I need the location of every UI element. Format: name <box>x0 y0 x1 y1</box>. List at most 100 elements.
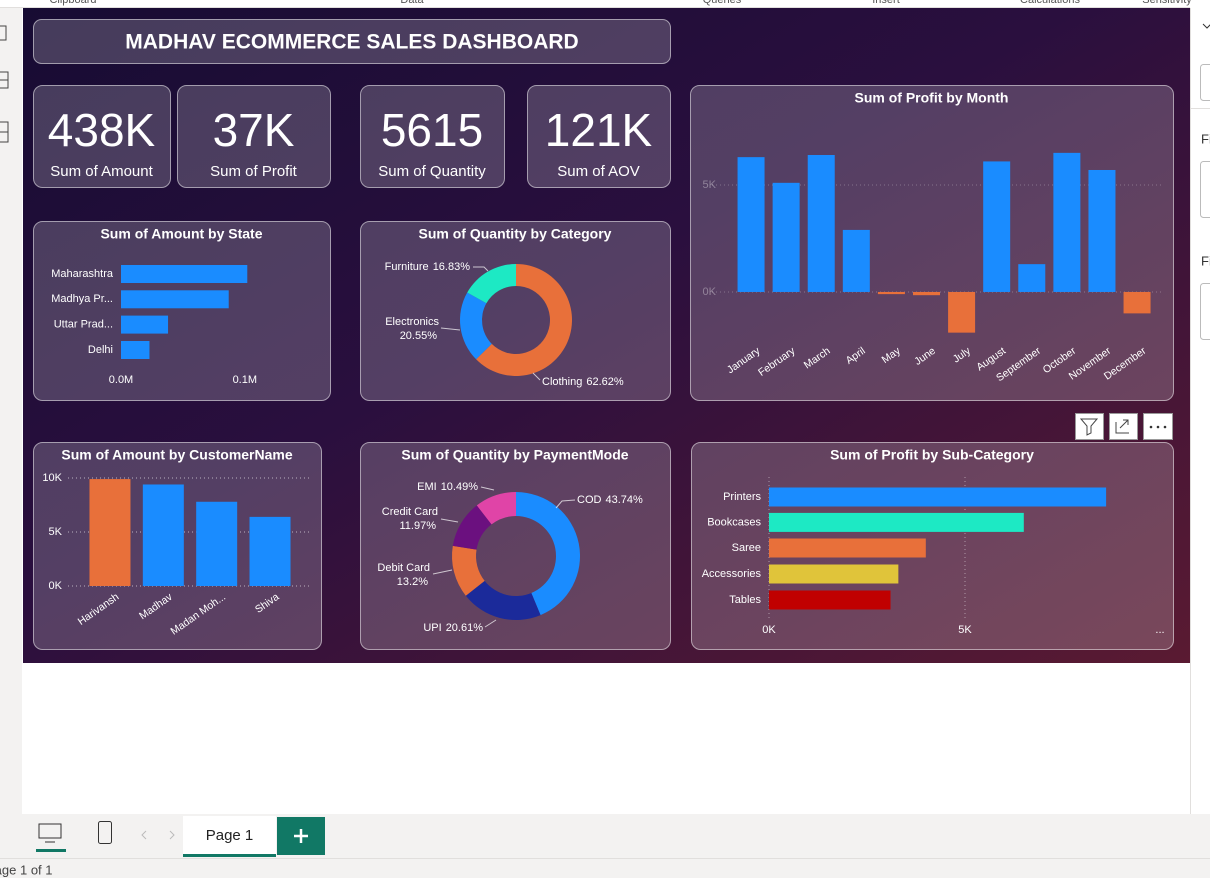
bar <box>121 315 169 334</box>
dashboard-title: MADHAV ECOMMERCE SALES DASHBOARD <box>125 31 578 54</box>
pane-label: Fi <box>1201 131 1210 146</box>
page-tab[interactable] <box>183 816 276 857</box>
slice-label-group: Furniture 16.83% <box>385 261 471 273</box>
slice-value-label: 43.74% <box>605 494 643 506</box>
kpi-label: Sum of Profit <box>210 163 298 180</box>
slice-label: Furniture <box>385 261 429 273</box>
visual-header <box>1075 413 1173 440</box>
pane-well[interactable] <box>1200 161 1210 218</box>
kpi-card <box>177 85 331 188</box>
bar <box>877 291 905 295</box>
chart-title: Sum of Quantity by PaymentMode <box>401 447 628 463</box>
more-dot <box>1149 425 1153 429</box>
kpi-label: Sum of Quantity <box>378 163 486 180</box>
slice-label: Debit Card <box>377 562 430 574</box>
x-tick-label: 0.0M <box>109 374 133 386</box>
mobile-view-icon[interactable] <box>98 821 112 844</box>
slice-value-label: 10.49% <box>441 481 479 493</box>
slice-label: Electronics <box>385 316 439 328</box>
bar <box>769 564 899 584</box>
bar <box>142 484 184 586</box>
rail-icons <box>0 25 9 143</box>
bar <box>249 516 291 586</box>
more-dot <box>1163 425 1167 429</box>
bar <box>913 291 941 296</box>
y-tick-label: Printers <box>723 491 761 503</box>
more-dot <box>1156 425 1160 429</box>
leader-line <box>473 266 489 272</box>
status-bar <box>0 858 1210 878</box>
bar <box>769 590 891 610</box>
y-tick-label: Saree <box>732 542 761 554</box>
bar <box>769 512 1024 532</box>
desktop-view-icon[interactable] <box>38 823 62 839</box>
x-tick-label: 0K <box>762 624 776 636</box>
ribbon-group-label: Queries <box>703 0 742 6</box>
kpi-value: 438K <box>48 104 156 156</box>
leader-line <box>432 569 453 575</box>
y-tick-label: 5K <box>49 526 63 538</box>
ribbon-group-label: Clipboard <box>49 0 96 6</box>
bar <box>772 182 800 292</box>
y-tick-label: Delhi <box>88 344 113 356</box>
next-page[interactable] <box>169 830 175 840</box>
kpi-card <box>527 85 671 188</box>
leader-line <box>555 499 576 509</box>
chart-title: Sum of Profit by Sub-Category <box>830 447 1034 463</box>
slice-label: UPI <box>423 622 441 634</box>
slice-label: Credit Card <box>382 506 438 518</box>
chart-title: Sum of Amount by State <box>100 226 262 242</box>
bar <box>196 501 238 586</box>
y-tick-label: Maharashtra <box>51 268 114 280</box>
kpi-value: 37K <box>213 104 295 156</box>
donut-slice <box>467 264 516 304</box>
bar <box>89 479 131 586</box>
bar <box>1018 264 1046 292</box>
pane-well[interactable] <box>1200 283 1210 340</box>
pane-label: Fi <box>1201 253 1210 268</box>
slice-label-group: UPI 20.61% <box>423 622 483 634</box>
focus-icon <box>1115 419 1129 434</box>
slice-label-group: COD 43.74% <box>577 494 643 506</box>
bar <box>983 161 1011 292</box>
donut-slice <box>516 492 581 616</box>
y-tick-label: Accessories <box>702 568 762 580</box>
y-tick-label: 0K <box>49 580 63 592</box>
donut-slice <box>476 264 572 376</box>
overflow-indicator: ... <box>1155 624 1164 636</box>
chart-panel <box>360 442 671 650</box>
bar <box>1053 152 1081 292</box>
page-tab-label: Page 1 <box>206 827 254 844</box>
title-banner <box>33 19 671 64</box>
slice-value-label: 11.97% <box>400 520 437 532</box>
donut-slice <box>451 545 485 596</box>
chart-panel <box>691 442 1174 650</box>
add-page-icon <box>294 829 308 843</box>
y-tick-label: 5K <box>703 179 717 191</box>
kpi-card <box>360 85 505 188</box>
report-icon[interactable] <box>0 25 7 41</box>
y-tick-label: Tables <box>729 594 761 606</box>
focus-button[interactable] <box>1109 413 1138 440</box>
status-text: Page 1 of 1 <box>0 862 53 877</box>
x-tick-label: 5K <box>958 624 972 636</box>
prev-page[interactable] <box>141 830 147 840</box>
leader-line <box>440 518 459 523</box>
donut-slice <box>476 491 516 525</box>
bar <box>769 538 926 558</box>
kpi-label: Sum of AOV <box>557 163 640 180</box>
y-tick-label: Uttar Prad... <box>54 319 113 331</box>
chart-title: Sum of Amount by CustomerName <box>61 447 292 463</box>
bar <box>769 487 1107 507</box>
leader-line <box>440 327 461 331</box>
filter-button[interactable] <box>1075 413 1104 440</box>
kpi-value: 5615 <box>381 104 483 156</box>
kpi-card <box>33 85 171 188</box>
bar <box>121 290 229 309</box>
ribbon <box>0 0 1210 8</box>
pane-search[interactable] <box>1200 64 1210 101</box>
chart-title: Sum of Profit by Month <box>855 90 1009 106</box>
slice-label: Clothing <box>542 376 582 388</box>
